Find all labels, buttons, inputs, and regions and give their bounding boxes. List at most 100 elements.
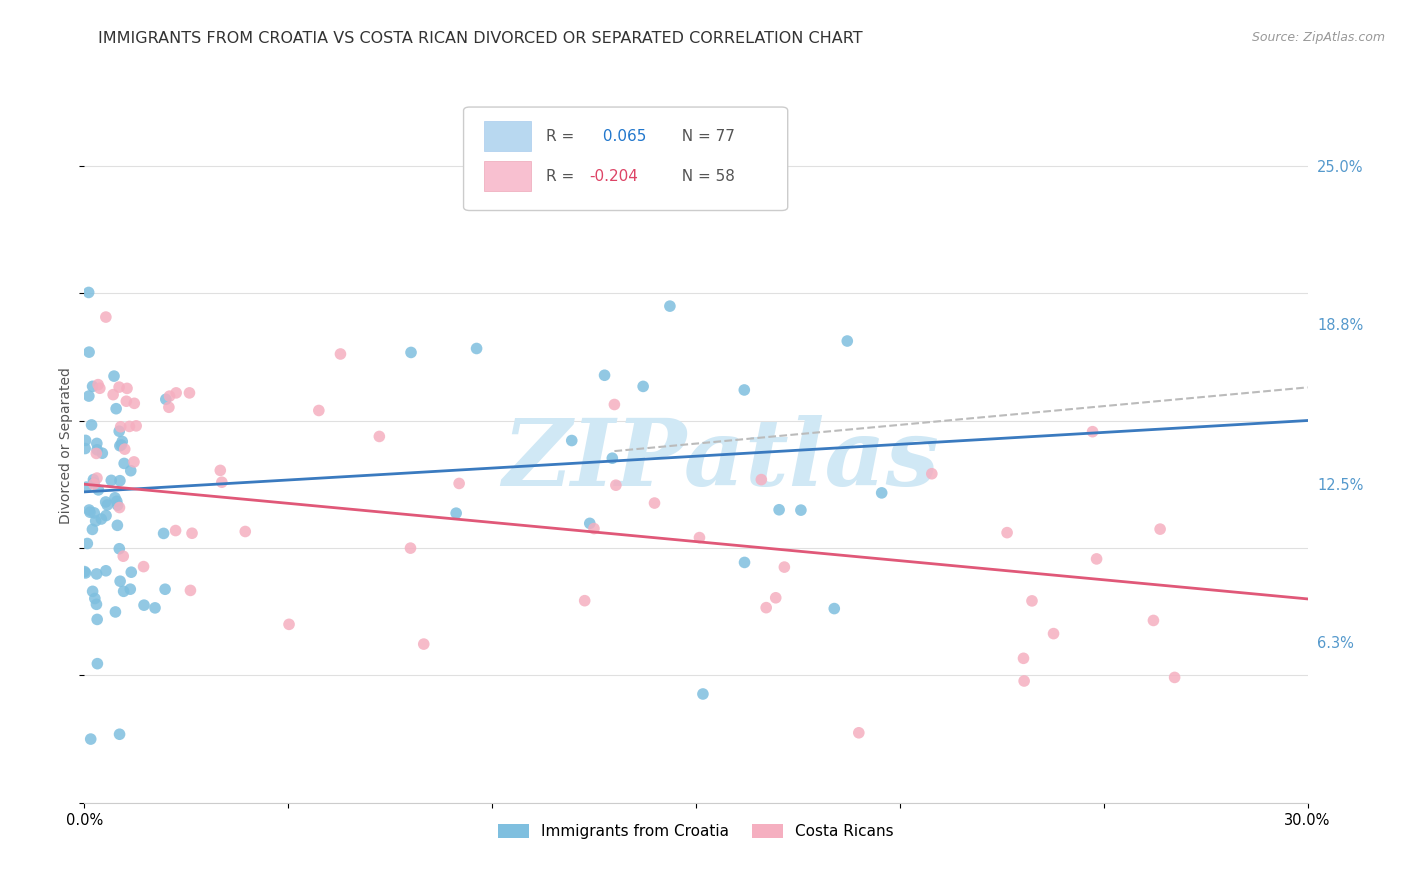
Point bbox=[108, 439, 131, 453]
Y-axis label: Divorced or Separated: Divorced or Separated bbox=[59, 368, 73, 524]
Point bbox=[157, 401, 180, 415]
Point bbox=[773, 560, 796, 574]
Point bbox=[153, 582, 176, 597]
Point bbox=[101, 387, 124, 401]
Point bbox=[412, 637, 434, 651]
Point bbox=[578, 516, 600, 531]
Point bbox=[118, 419, 141, 434]
Point bbox=[308, 403, 330, 417]
Point bbox=[165, 385, 187, 400]
Point bbox=[179, 583, 201, 598]
Point bbox=[1081, 425, 1104, 439]
Point bbox=[870, 486, 893, 500]
Point bbox=[688, 531, 710, 545]
Point bbox=[73, 565, 96, 579]
Bar bbox=[484, 161, 531, 191]
Point bbox=[87, 483, 110, 497]
Point bbox=[155, 392, 177, 407]
Point bbox=[278, 617, 301, 632]
Point bbox=[75, 442, 97, 456]
Text: R =: R = bbox=[546, 169, 579, 184]
Point bbox=[733, 383, 755, 397]
Point bbox=[209, 463, 232, 477]
Point bbox=[83, 506, 105, 520]
Point bbox=[108, 474, 131, 488]
Point bbox=[100, 474, 122, 488]
Point bbox=[82, 522, 104, 536]
Point bbox=[181, 526, 204, 541]
Point bbox=[82, 584, 104, 599]
Point bbox=[120, 464, 142, 478]
Point bbox=[749, 473, 772, 487]
Point bbox=[76, 480, 98, 494]
Point bbox=[104, 605, 127, 619]
Point bbox=[125, 418, 148, 433]
Point bbox=[561, 434, 583, 448]
Point bbox=[449, 476, 471, 491]
Point bbox=[768, 502, 790, 516]
Text: Source: ZipAtlas.com: Source: ZipAtlas.com bbox=[1251, 31, 1385, 45]
Point bbox=[86, 597, 108, 611]
Point bbox=[105, 518, 128, 533]
Point bbox=[77, 389, 100, 403]
Point bbox=[75, 434, 97, 448]
Point bbox=[692, 687, 714, 701]
Point bbox=[115, 394, 138, 409]
Point bbox=[94, 508, 117, 523]
Point bbox=[755, 600, 778, 615]
Point bbox=[790, 503, 813, 517]
Point bbox=[1085, 552, 1108, 566]
Point bbox=[86, 446, 108, 460]
Point bbox=[848, 726, 870, 740]
Text: N = 77: N = 77 bbox=[672, 128, 734, 144]
Point bbox=[94, 310, 117, 324]
Point bbox=[631, 379, 654, 393]
Point bbox=[94, 564, 117, 578]
Point bbox=[734, 556, 756, 570]
Point bbox=[91, 446, 114, 460]
Point bbox=[1021, 594, 1043, 608]
Point bbox=[77, 345, 100, 359]
Point bbox=[84, 514, 107, 528]
Point bbox=[1012, 673, 1035, 688]
Point bbox=[79, 505, 101, 519]
Point bbox=[80, 417, 103, 432]
Point bbox=[603, 397, 626, 411]
FancyBboxPatch shape bbox=[464, 107, 787, 211]
Point bbox=[444, 506, 467, 520]
Point bbox=[837, 334, 859, 348]
Point bbox=[132, 559, 155, 574]
Point bbox=[83, 591, 105, 606]
Point bbox=[1012, 651, 1035, 665]
Point bbox=[83, 475, 105, 490]
Point bbox=[86, 442, 108, 457]
Point bbox=[110, 419, 132, 434]
Point bbox=[132, 598, 155, 612]
Point bbox=[112, 584, 135, 599]
Point bbox=[233, 524, 256, 539]
Point bbox=[765, 591, 787, 605]
Point bbox=[86, 436, 108, 450]
Point bbox=[165, 524, 187, 538]
Text: -0.204: -0.204 bbox=[589, 169, 638, 184]
Point bbox=[86, 612, 108, 626]
Point bbox=[86, 471, 108, 485]
Point bbox=[105, 401, 128, 416]
Point bbox=[108, 541, 131, 556]
Point bbox=[86, 566, 108, 581]
Point bbox=[605, 478, 627, 492]
Point bbox=[124, 396, 146, 410]
Point bbox=[658, 299, 681, 313]
Point bbox=[114, 442, 136, 457]
Point bbox=[80, 732, 103, 747]
Point bbox=[329, 347, 352, 361]
Point bbox=[399, 345, 422, 359]
Point bbox=[211, 475, 233, 490]
Point bbox=[1142, 614, 1164, 628]
Point bbox=[108, 727, 131, 741]
Point bbox=[368, 429, 391, 443]
Legend: Immigrants from Croatia, Costa Ricans: Immigrants from Croatia, Costa Ricans bbox=[492, 818, 900, 845]
Point bbox=[1163, 670, 1185, 684]
Point bbox=[112, 457, 135, 471]
Point bbox=[574, 593, 596, 607]
